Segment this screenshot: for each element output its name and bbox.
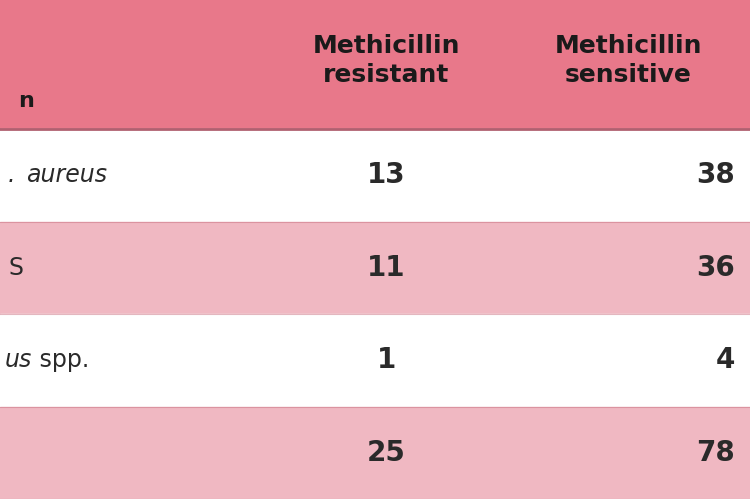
Text: .: . [8,163,23,187]
Text: 13: 13 [367,161,406,189]
Bar [0,407,750,499]
Text: 36: 36 [696,254,735,282]
Text: Methicillin
sensitive: Methicillin sensitive [554,33,702,87]
Bar [0,0,750,129]
Text: 25: 25 [367,439,406,467]
Bar [0,222,750,314]
Text: 4: 4 [716,346,735,374]
Text: n: n [18,91,34,111]
Text: 78: 78 [696,439,735,467]
Bar [0,314,750,407]
Text: aureus: aureus [26,163,107,187]
Text: S: S [8,256,23,280]
Text: 38: 38 [696,161,735,189]
Text: 1: 1 [376,346,396,374]
Text: 11: 11 [367,254,406,282]
Text: spp.: spp. [32,348,89,372]
Text: Methicillin
resistant: Methicillin resistant [313,33,460,87]
Text: us: us [5,348,32,372]
Bar [0,129,750,222]
